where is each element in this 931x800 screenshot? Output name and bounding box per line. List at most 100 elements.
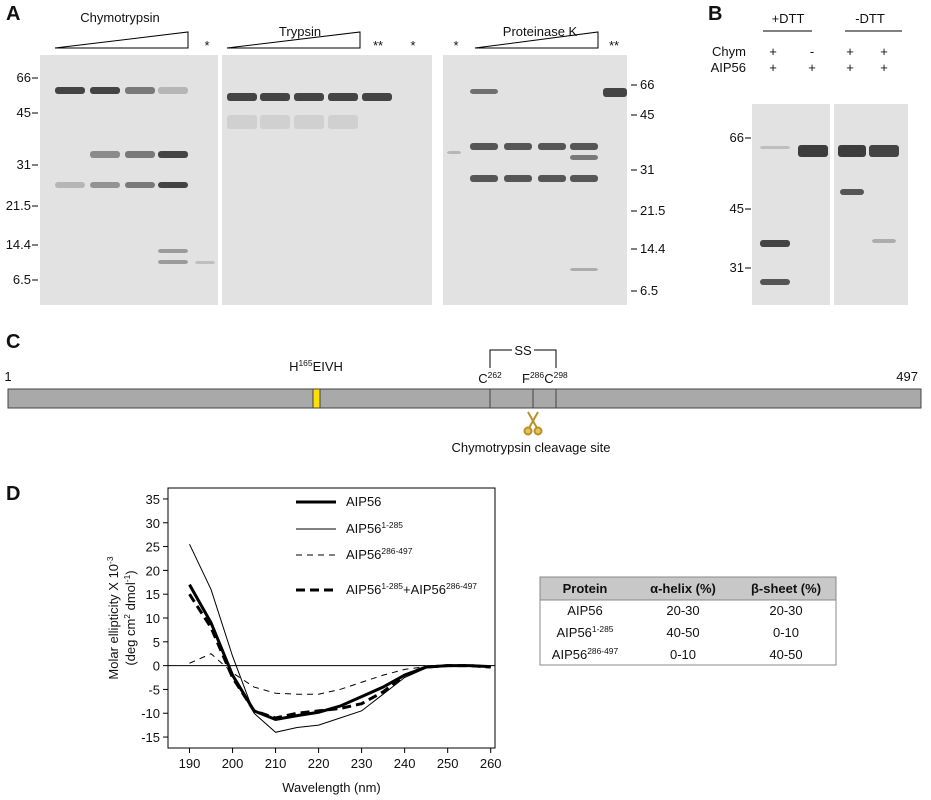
gel-band [158,87,188,94]
x-tick-label: 240 [394,756,416,771]
panel-label: C [6,331,20,353]
text-part: EIVH [313,359,343,374]
y-tick-label: 0 [153,659,160,674]
table-cell: AIP56 [567,603,602,618]
mw-marker: 45 [730,201,744,216]
table-cell: AIP56286-497 [552,646,619,662]
y-tick-label: 35 [146,492,160,507]
gel-band [570,143,598,150]
data-line [189,543,491,733]
text-part: 286-497 [381,546,412,556]
gel-band [538,143,566,150]
cleavage-label: Chymotrypsin cleavage site [452,440,611,455]
gel-band [538,175,566,182]
position-label: 1 [4,369,11,384]
text-part: (deg cm [123,619,138,666]
legend-label: AIP561-285 [346,520,403,536]
gel-band [125,151,155,158]
gel-band [90,87,120,94]
text-part: -3 [105,556,115,564]
y-tick-label: -5 [148,682,160,697]
control-mark: ** [609,38,619,53]
control-mark: * [410,38,415,53]
table-cell: 0-10 [670,647,696,662]
y-tick-label: 30 [146,516,160,531]
gel-band [227,93,257,101]
gel-band [504,175,532,182]
text-part: Molar ellipticity X 10 [106,564,121,680]
text-part: 1-285 [592,624,614,634]
x-axis-title: Wavelength (nm) [282,780,381,795]
text-part: 286-497 [587,646,618,656]
text-part: 286-497 [446,581,477,591]
condition-label: +DTT [772,11,805,26]
text-part: AIP56 [346,521,381,536]
text-part: H [289,359,298,374]
gel-band [570,175,598,182]
text-part: 286 [530,370,544,380]
gel-band [798,145,828,157]
control-mark: * [204,38,209,53]
table-cell: AIP561-285 [556,624,613,640]
text-part: dmol [123,582,138,614]
table-cell: 20-30 [769,603,802,618]
lane-sign: + [769,44,777,59]
gel-band [470,143,498,150]
control-mark: ** [373,38,383,53]
legend-label: AIP561-285+AIP56286-497 [346,581,477,597]
mw-marker: 45 [17,105,31,120]
text-part: AIP56 [346,582,381,597]
gel-band [470,175,498,182]
y-tick-label: -15 [141,730,160,745]
gel-band [328,115,358,129]
mw-marker: 66 [640,77,654,92]
gel-band [158,249,188,253]
protein-bar [7,388,922,409]
table-header: Protein [563,581,608,596]
motif-label: H165EIVH [289,358,343,374]
mw-marker: 6.5 [13,272,31,287]
table-header: α-helix (%) [650,581,716,596]
gel [752,104,830,305]
text-part: -1 [122,574,132,582]
mw-marker: 14.4 [6,237,31,252]
text-part: 165 [298,358,312,368]
y-tick-label: 25 [146,540,160,555]
mw-marker: 21.5 [640,203,665,218]
gel-band [125,182,155,188]
enzyme-label: Chymotrypsin [80,10,159,25]
table-cell: 40-50 [769,647,802,662]
gel-band [158,151,188,158]
enzyme-label: Proteinase K [503,24,578,39]
panel-label: A [6,3,20,25]
table-cell: 0-10 [773,625,799,640]
gel-band [125,87,155,94]
gel-band [362,93,392,101]
x-tick-label: 190 [179,756,201,771]
data-line [188,583,491,721]
mw-marker: 31 [730,260,744,275]
gradient-wedge [474,31,599,49]
position-label: 497 [896,369,918,384]
gradient-wedge [226,31,361,49]
lane-sign: - [810,44,814,59]
panel-label: B [708,3,722,25]
text-part: ) [123,570,138,574]
gel-band [570,155,598,160]
control-mark: * [453,38,458,53]
mw-marker: 45 [640,107,654,122]
text-part: +AIP56 [403,582,446,597]
lane-sign: + [769,60,777,75]
lane-sign: + [880,44,888,59]
mw-marker: 21.5 [6,198,31,213]
gel-band [570,268,598,271]
text-part: F [522,371,530,386]
gel-band [869,145,899,157]
motif-box [312,388,321,409]
text-part: AIP56 [346,494,381,509]
gel-band [158,260,188,264]
gel-band [260,115,290,129]
text-part: AIP56 [552,647,587,662]
table-header: β-sheet (%) [751,581,821,596]
